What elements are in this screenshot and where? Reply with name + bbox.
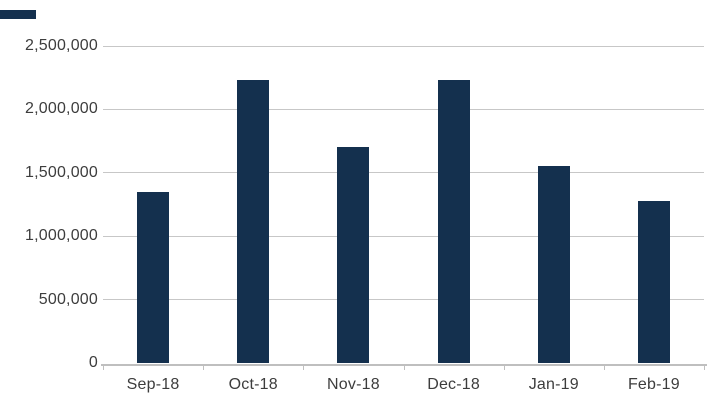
gridline — [103, 235, 704, 237]
x-axis-category-label: Jan-19 — [528, 376, 579, 393]
brand-mark — [0, 10, 36, 19]
gridline — [103, 172, 704, 174]
x-axis-tick — [303, 364, 305, 370]
x-axis-tick — [203, 364, 205, 370]
bar-nov-18 — [337, 147, 370, 363]
bar-feb-19 — [637, 200, 670, 363]
bar-sep-18 — [137, 191, 170, 363]
bar-oct-18 — [237, 80, 270, 363]
x-axis-category-label: Dec-18 — [427, 376, 480, 393]
y-axis-tick-label: 1,500,000 — [25, 163, 98, 181]
x-axis-category-label: Sep-18 — [126, 376, 180, 393]
y-axis-tick-label: 500,000 — [38, 290, 98, 308]
x-axis-tick — [603, 364, 605, 370]
gridline — [103, 45, 704, 47]
x-axis-tick — [403, 364, 405, 370]
x-axis-category-label: Feb-19 — [627, 376, 680, 393]
gridline — [103, 299, 704, 301]
y-axis-tick-label: 2,000,000 — [25, 100, 98, 118]
gridline — [103, 108, 704, 110]
y-axis-tick-label: 0 — [88, 354, 98, 371]
x-axis-tick — [704, 364, 705, 370]
x-axis-category-label: Nov-18 — [327, 376, 380, 393]
y-axis-tick-label: 2,500,000 — [25, 37, 98, 54]
x-axis-tick — [503, 364, 505, 370]
bar-jan-19 — [537, 166, 570, 363]
y-axis-tick-label: 1,000,000 — [25, 227, 98, 245]
x-axis-category-label: Oct-18 — [228, 376, 278, 393]
bar-dec-18 — [437, 80, 470, 363]
x-axis-tick — [103, 364, 104, 370]
